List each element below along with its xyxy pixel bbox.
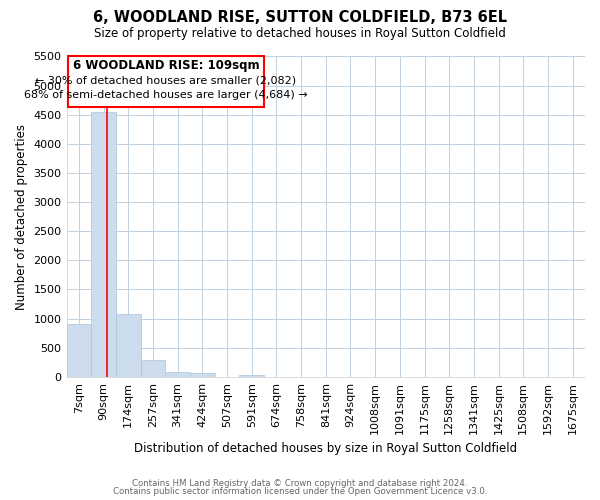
X-axis label: Distribution of detached houses by size in Royal Sutton Coldfield: Distribution of detached houses by size …: [134, 442, 517, 455]
Bar: [239, 375, 264, 377]
Text: 6 WOODLAND RISE: 109sqm: 6 WOODLAND RISE: 109sqm: [73, 59, 259, 72]
Y-axis label: Number of detached properties: Number of detached properties: [15, 124, 28, 310]
Text: 6, WOODLAND RISE, SUTTON COLDFIELD, B73 6EL: 6, WOODLAND RISE, SUTTON COLDFIELD, B73 …: [93, 10, 507, 25]
Bar: [140, 360, 165, 377]
Text: Contains public sector information licensed under the Open Government Licence v3: Contains public sector information licen…: [113, 487, 487, 496]
Bar: [91, 112, 116, 377]
Text: 68% of semi-detached houses are larger (4,684) →: 68% of semi-detached houses are larger (…: [24, 90, 308, 101]
Text: ← 30% of detached houses are smaller (2,082): ← 30% of detached houses are smaller (2,…: [35, 76, 296, 86]
Bar: [165, 372, 190, 377]
Bar: [116, 314, 140, 377]
Text: Contains HM Land Registry data © Crown copyright and database right 2024.: Contains HM Land Registry data © Crown c…: [132, 478, 468, 488]
Text: Size of property relative to detached houses in Royal Sutton Coldfield: Size of property relative to detached ho…: [94, 28, 506, 40]
Bar: [67, 324, 91, 377]
Bar: [190, 374, 215, 377]
